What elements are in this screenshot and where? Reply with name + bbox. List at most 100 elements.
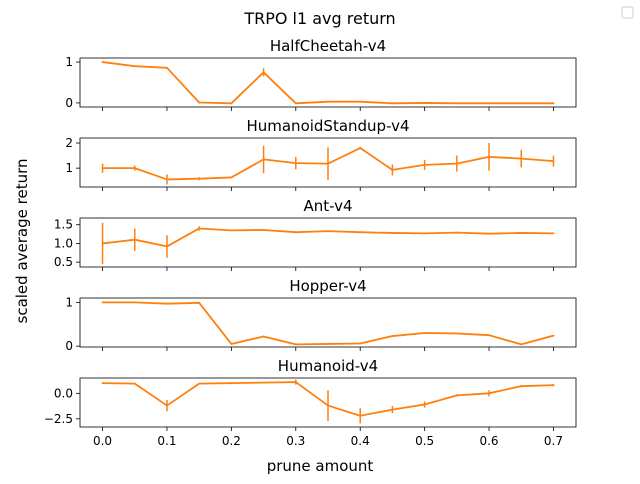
data-point xyxy=(166,404,168,407)
series-line xyxy=(102,301,554,346)
data-point xyxy=(552,334,555,337)
data-point xyxy=(455,332,458,335)
x-tick-label: 0.7 xyxy=(544,434,563,448)
data-point xyxy=(552,384,555,387)
subplot-title: HalfCheetah-v4 xyxy=(270,37,386,55)
subplot-2: HumanoidStandup-v4 1 2 xyxy=(65,117,577,191)
data-point xyxy=(455,231,458,234)
x-tick-label: 0.0 xyxy=(93,434,112,448)
data-point xyxy=(488,102,490,105)
y-tick-label: 1 xyxy=(65,161,73,175)
data-point xyxy=(262,381,265,384)
data-point xyxy=(294,102,297,105)
y-tick-label: −2.5 xyxy=(44,412,73,426)
data-point xyxy=(423,403,426,406)
data-point xyxy=(327,100,329,103)
data-point xyxy=(520,232,523,234)
data-point xyxy=(101,301,104,304)
data-point xyxy=(230,102,233,105)
data-point xyxy=(359,100,362,103)
data-point xyxy=(262,71,265,74)
data-point xyxy=(294,231,297,234)
subplot-panels: HalfCheetah-v4 0 1 HumanoidStandup-v4 1 2 Ant-… xyxy=(44,37,577,448)
data-point xyxy=(101,167,104,170)
data-point xyxy=(166,302,168,305)
y-tick-label: 0 xyxy=(65,339,73,353)
data-point xyxy=(230,343,233,345)
data-point xyxy=(133,238,136,241)
y-tick-label: 0 xyxy=(65,96,73,110)
subplot-title: Ant-v4 xyxy=(303,197,352,215)
data-point xyxy=(520,385,523,388)
data-point xyxy=(488,334,490,337)
y-tick-label: 2 xyxy=(65,136,73,150)
data-point xyxy=(133,301,136,304)
data-point xyxy=(101,242,104,245)
y-tick-label: 0.0 xyxy=(54,386,73,400)
x-tick-label: 0.3 xyxy=(286,434,305,448)
data-point xyxy=(101,61,104,63)
subplot-4: Hopper-v4 0 1 xyxy=(65,277,577,353)
data-point xyxy=(520,343,523,346)
y-tick-label: 1.5 xyxy=(54,218,73,232)
data-point xyxy=(359,342,362,345)
subplot-title: Humanoid-v4 xyxy=(278,357,378,375)
data-point xyxy=(262,158,265,161)
x-tick-label: 0.6 xyxy=(479,434,498,448)
y-axis-label: scaled average return xyxy=(13,159,31,324)
data-point xyxy=(455,394,458,397)
data-point xyxy=(359,231,362,234)
x-tick-label: 0.2 xyxy=(222,434,241,448)
data-point xyxy=(455,162,458,165)
axes-frame xyxy=(79,57,577,108)
data-point xyxy=(455,102,458,105)
data-point xyxy=(488,232,490,235)
subplot-3: Ant-v4 0.5 1.0 1.5 xyxy=(54,197,577,271)
data-point xyxy=(552,232,555,235)
data-point xyxy=(552,102,555,105)
data-point xyxy=(262,335,265,338)
x-tick-label: 0.5 xyxy=(415,434,434,448)
data-point xyxy=(327,343,329,345)
data-point xyxy=(359,414,362,417)
data-point xyxy=(133,65,136,68)
y-tick-label: 0.5 xyxy=(54,255,73,269)
legend-box xyxy=(621,6,634,19)
data-point xyxy=(294,343,297,346)
data-point xyxy=(391,169,394,171)
axes-frame xyxy=(79,377,577,428)
data-point xyxy=(230,229,233,232)
data-point xyxy=(166,245,168,248)
subplot-title: HumanoidStandup-v4 xyxy=(246,117,409,135)
data-point xyxy=(133,382,136,385)
series-line xyxy=(102,61,554,105)
data-point xyxy=(294,381,297,383)
subplot-title: Hopper-v4 xyxy=(289,277,366,295)
data-point xyxy=(230,382,233,385)
data-point xyxy=(552,160,555,163)
data-point xyxy=(327,162,329,165)
data-point xyxy=(198,227,201,230)
data-point xyxy=(198,177,201,180)
data-point xyxy=(198,382,201,385)
data-point xyxy=(520,102,523,105)
y-tick-label: 1 xyxy=(65,55,73,69)
x-axis-label: prune amount xyxy=(267,457,374,475)
x-tick-label: 0.4 xyxy=(351,434,370,448)
data-point xyxy=(230,176,233,179)
axes-frame xyxy=(79,217,577,268)
axes-frame xyxy=(79,297,577,348)
axes-frame xyxy=(79,137,577,188)
subplot-1: HalfCheetah-v4 0 1 xyxy=(65,37,577,111)
data-point xyxy=(327,404,329,407)
data-point xyxy=(359,147,362,149)
data-point xyxy=(391,102,394,105)
data-point xyxy=(166,66,168,69)
y-tick-label: 1 xyxy=(65,295,73,309)
data-point xyxy=(327,230,329,232)
y-tick-label: 1.0 xyxy=(54,236,73,250)
x-tick-label: 0.1 xyxy=(157,434,176,448)
figure-suptitle: TRPO l1 avg return xyxy=(243,9,395,28)
